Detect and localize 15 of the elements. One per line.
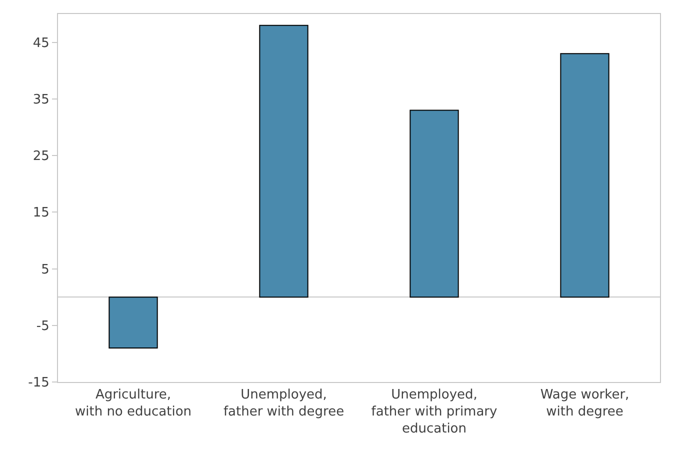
y-tick-label: 5	[41, 262, 50, 278]
y-tick-label: 45	[32, 36, 50, 51]
bar	[560, 53, 610, 298]
bar	[259, 24, 308, 298]
x-tick-label: Unemployed, father with degree	[223, 388, 344, 420]
y-tick-label: 35	[32, 92, 50, 108]
bar	[410, 110, 459, 298]
y-tick-label: -5	[36, 318, 50, 334]
bar	[108, 296, 158, 349]
y-tick-label: 25	[32, 149, 50, 164]
x-tick-label: Unemployed, father with primary education	[371, 388, 498, 436]
x-tick-label: Agriculture, with no education	[74, 388, 192, 420]
y-tick-label: 15	[32, 206, 50, 221]
y-tick-label: -15	[28, 376, 50, 391]
x-tick-label: Wage worker, with degree	[540, 388, 630, 420]
